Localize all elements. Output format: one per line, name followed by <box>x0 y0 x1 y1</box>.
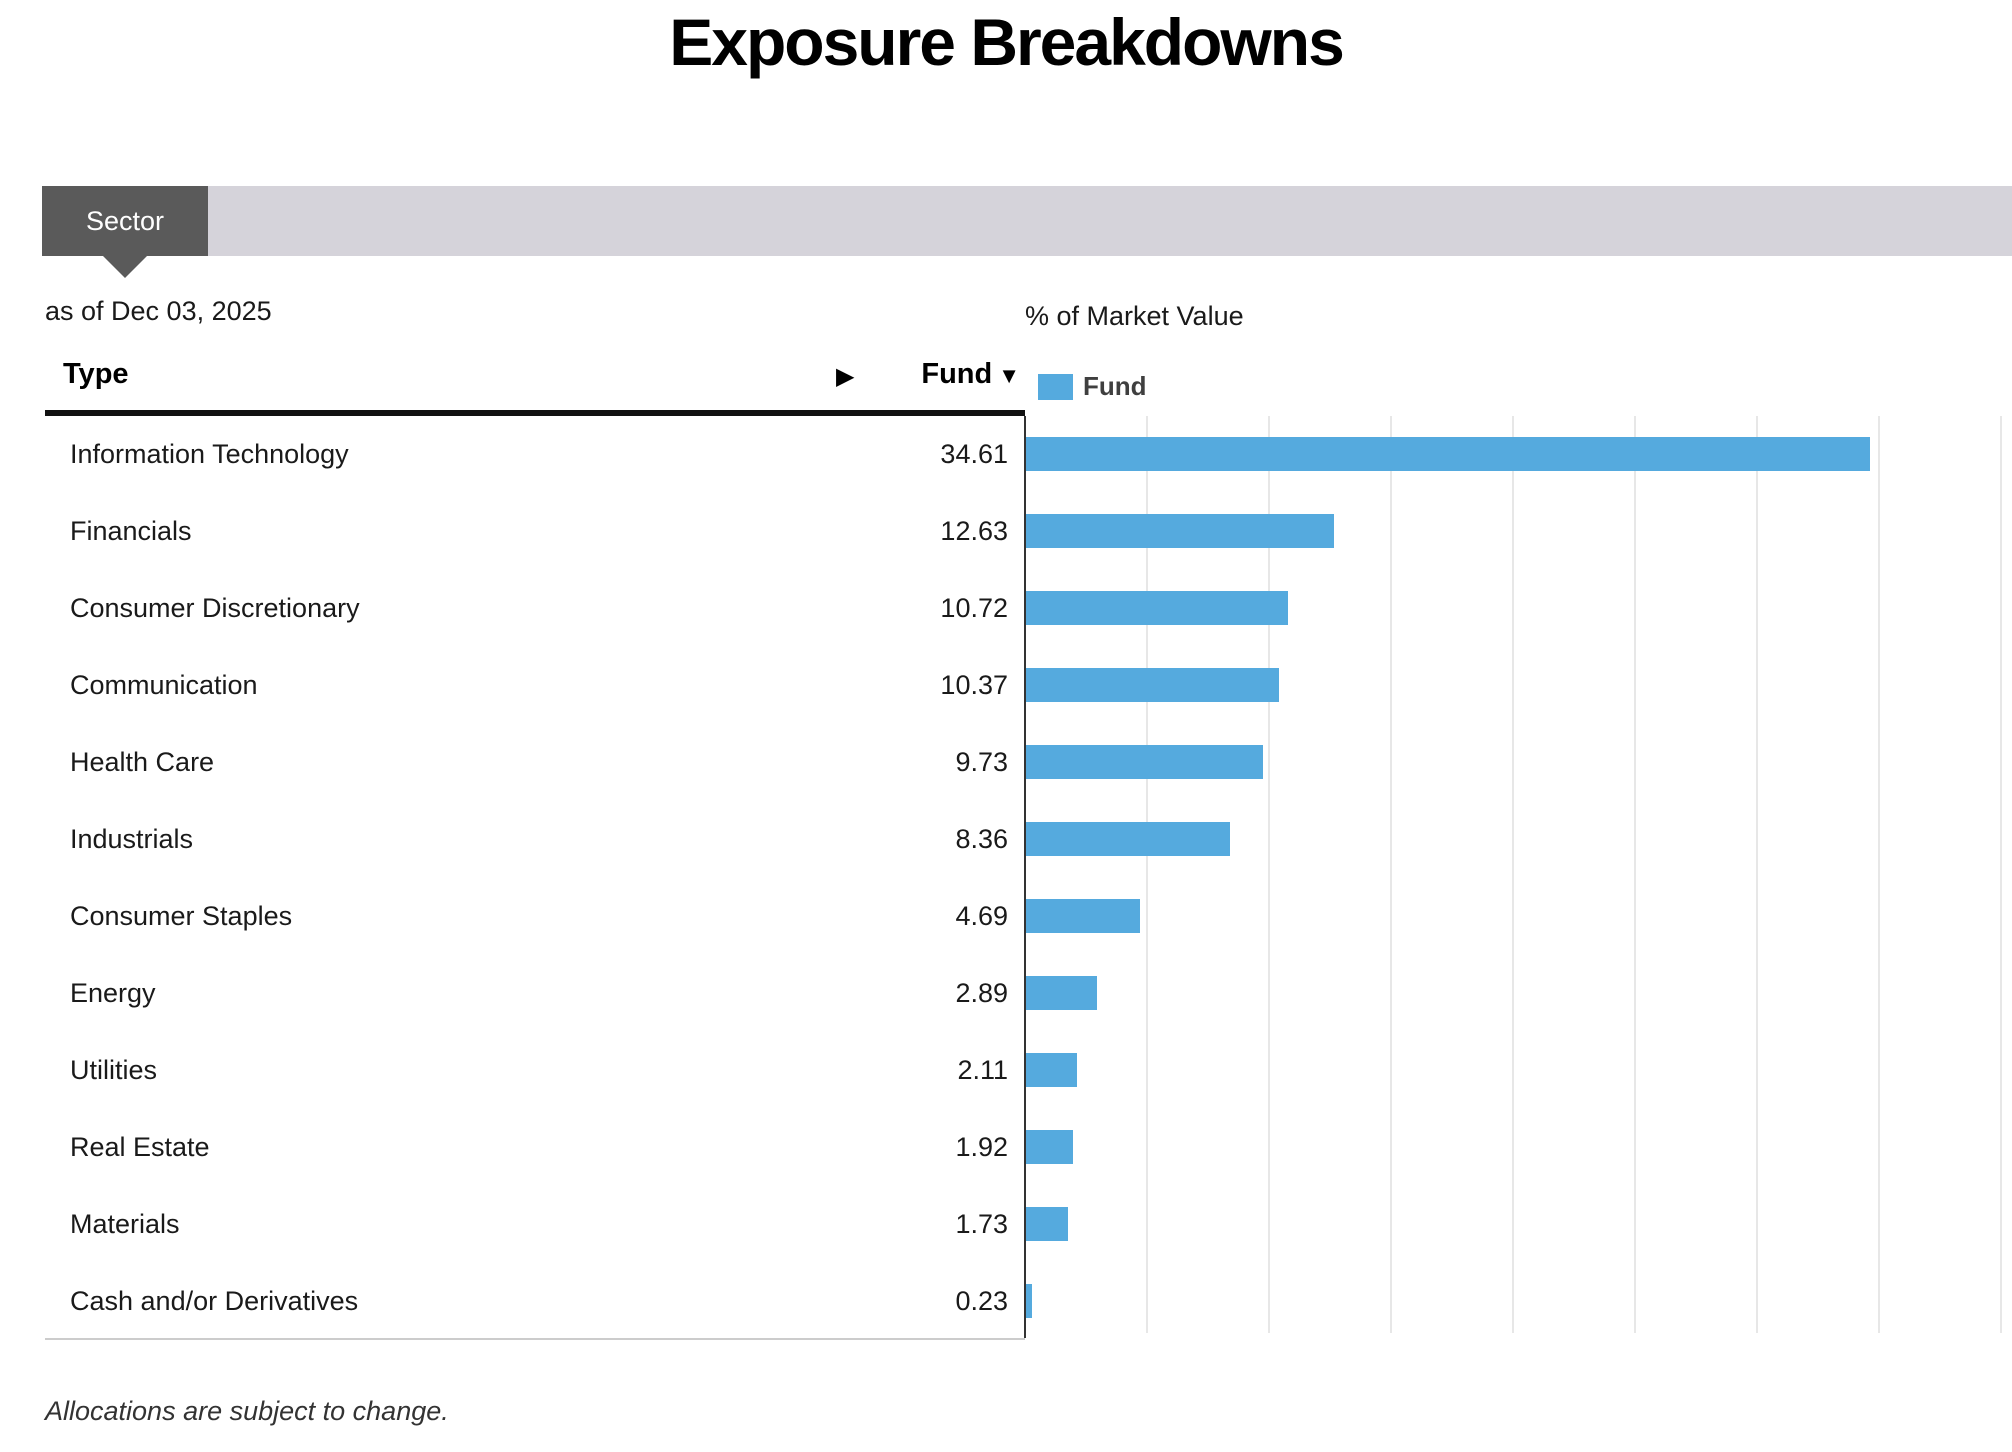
fund-bar[interactable] <box>1026 514 1335 548</box>
legend-item-fund[interactable]: Fund <box>1038 371 1147 402</box>
fund-bar[interactable] <box>1026 822 1230 856</box>
fund-value: 12.63 <box>940 516 1008 546</box>
column-header-type: Type <box>63 358 129 390</box>
sort-descending-icon: ▼ <box>998 363 1020 388</box>
fund-bar[interactable] <box>1026 437 1871 471</box>
sector-label: Information Technology <box>70 439 349 469</box>
legend-label: Fund <box>1083 371 1147 401</box>
fund-bar[interactable] <box>1026 745 1264 779</box>
sector-label: Industrials <box>70 824 194 854</box>
gridline <box>1756 416 1758 1333</box>
tab-bar: Sector <box>42 186 2012 278</box>
column-header-fund-label: Fund <box>921 358 993 390</box>
fund-value: 2.11 <box>957 1055 1008 1085</box>
fund-value: 1.92 <box>955 1132 1008 1162</box>
fund-value: 2.89 <box>955 978 1008 1008</box>
table-row: Health Care 9.73 <box>0 724 2012 801</box>
fund-value: 9.73 <box>955 747 1008 777</box>
fund-value: 4.69 <box>955 901 1008 931</box>
fund-bar[interactable] <box>1026 1130 1073 1164</box>
table-row: Information Technology 34.61 <box>0 416 2012 493</box>
table-row: Communication 10.37 <box>0 647 2012 724</box>
table-row: Consumer Discretionary 10.72 <box>0 570 2012 647</box>
fund-value: 10.72 <box>940 593 1008 623</box>
gridline <box>1634 416 1636 1333</box>
fund-bar[interactable] <box>1026 899 1141 933</box>
gridline <box>1878 416 1880 1333</box>
sector-label: Real Estate <box>70 1132 210 1162</box>
table-row: Industrials 8.36 <box>0 801 2012 878</box>
header-divider <box>45 410 1025 416</box>
page-title: Exposure Breakdowns <box>669 5 1345 79</box>
gridline <box>2000 416 2002 1333</box>
table-row: Utilities 2.11 <box>0 1032 2012 1109</box>
legend-swatch-icon <box>1038 373 1073 400</box>
table-bottom-divider <box>45 1338 1025 1340</box>
fund-bar[interactable] <box>1026 1207 1069 1241</box>
gridline <box>1146 416 1148 1333</box>
sector-label: Cash and/or Derivatives <box>70 1286 359 1316</box>
fund-value: 8.36 <box>955 824 1008 854</box>
fund-bar[interactable] <box>1026 1284 1032 1318</box>
y-axis-line <box>1024 416 1026 1338</box>
sector-label: Utilities <box>70 1055 158 1085</box>
fund-bar[interactable] <box>1026 591 1288 625</box>
fund-value: 10.37 <box>940 670 1008 700</box>
footer-note: Allocations are subject to change. <box>45 1396 449 1426</box>
gridline <box>1390 416 1392 1333</box>
as-of-date: as of Dec 03, 2025 <box>45 296 272 326</box>
sector-label: Energy <box>70 978 156 1008</box>
sector-label: Consumer Staples <box>70 901 293 931</box>
sector-label: Consumer Discretionary <box>70 593 360 623</box>
fund-value: 34.61 <box>940 439 1008 469</box>
sector-label: Communication <box>70 670 258 700</box>
sector-label: Materials <box>70 1209 180 1239</box>
fund-value: 0.23 <box>955 1286 1008 1316</box>
expand-icon[interactable]: ▶ <box>836 363 855 390</box>
table-row: Cash and/or Derivatives 0.23 <box>0 1263 2012 1340</box>
table-row: Consumer Staples 4.69 <box>0 878 2012 955</box>
table-row: Financials 12.63 <box>0 493 2012 570</box>
table-row: Materials 1.73 <box>0 1186 2012 1263</box>
sector-label: Health Care <box>70 747 215 777</box>
table-row: Energy 2.89 <box>0 955 2012 1032</box>
sector-label: Financials <box>70 516 192 546</box>
tab-pointer-icon <box>103 256 147 278</box>
table-row: Real Estate 1.92 <box>0 1109 2012 1186</box>
column-header-fund[interactable]: Fund ▼ <box>921 358 1020 391</box>
gridline <box>1512 416 1514 1333</box>
sector-bar-chart: Information Technology 34.61 Financials … <box>0 416 2012 1338</box>
tab-sector-label: Sector <box>85 205 165 236</box>
fund-value: 1.73 <box>955 1209 1008 1239</box>
fund-bar[interactable] <box>1026 1053 1078 1087</box>
gridline <box>1268 416 1270 1333</box>
axis-title: % of Market Value <box>1025 301 1244 331</box>
tab-sector[interactable]: Sector <box>42 186 208 256</box>
fund-bar[interactable] <box>1026 976 1097 1010</box>
fund-bar[interactable] <box>1026 668 1280 702</box>
